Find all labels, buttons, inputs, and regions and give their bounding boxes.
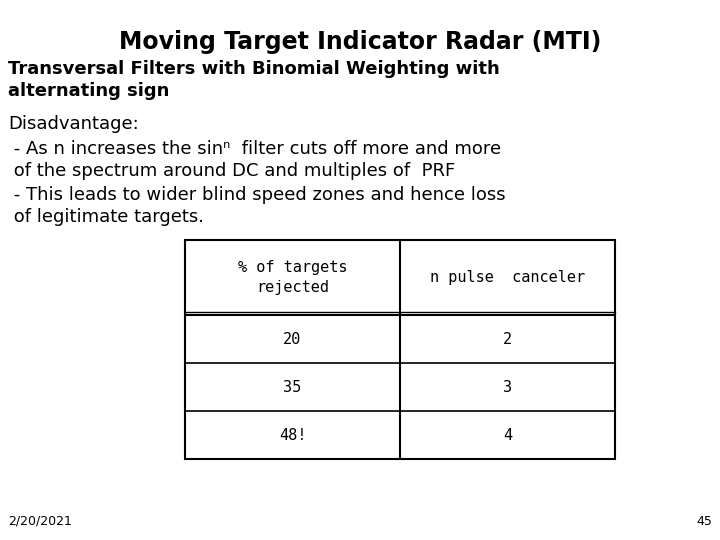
Text: of legitimate targets.: of legitimate targets.: [8, 208, 204, 226]
Text: - As n increases the sinⁿ  filter cuts off more and more: - As n increases the sinⁿ filter cuts of…: [8, 140, 501, 158]
Text: Transversal Filters with Binomial Weighting with: Transversal Filters with Binomial Weight…: [8, 60, 500, 78]
Text: 48!: 48!: [279, 428, 306, 442]
Text: 45: 45: [696, 515, 712, 528]
Text: - This leads to wider blind speed zones and hence loss: - This leads to wider blind speed zones …: [8, 186, 505, 204]
Text: 3: 3: [503, 380, 512, 395]
Text: n pulse  canceler: n pulse canceler: [430, 270, 585, 285]
Text: Disadvantage:: Disadvantage:: [8, 115, 139, 133]
Text: 2: 2: [503, 332, 512, 347]
Text: Moving Target Indicator Radar (MTI): Moving Target Indicator Radar (MTI): [119, 30, 601, 54]
Text: % of targets
rejected: % of targets rejected: [238, 260, 347, 295]
Bar: [185, 240, 615, 459]
Text: 4: 4: [503, 428, 512, 442]
Text: 2/20/2021: 2/20/2021: [8, 515, 72, 528]
Text: 20: 20: [284, 332, 302, 347]
Text: 35: 35: [284, 380, 302, 395]
Text: of the spectrum around DC and multiples of  PRF: of the spectrum around DC and multiples …: [8, 162, 455, 180]
Text: alternating sign: alternating sign: [8, 82, 169, 100]
